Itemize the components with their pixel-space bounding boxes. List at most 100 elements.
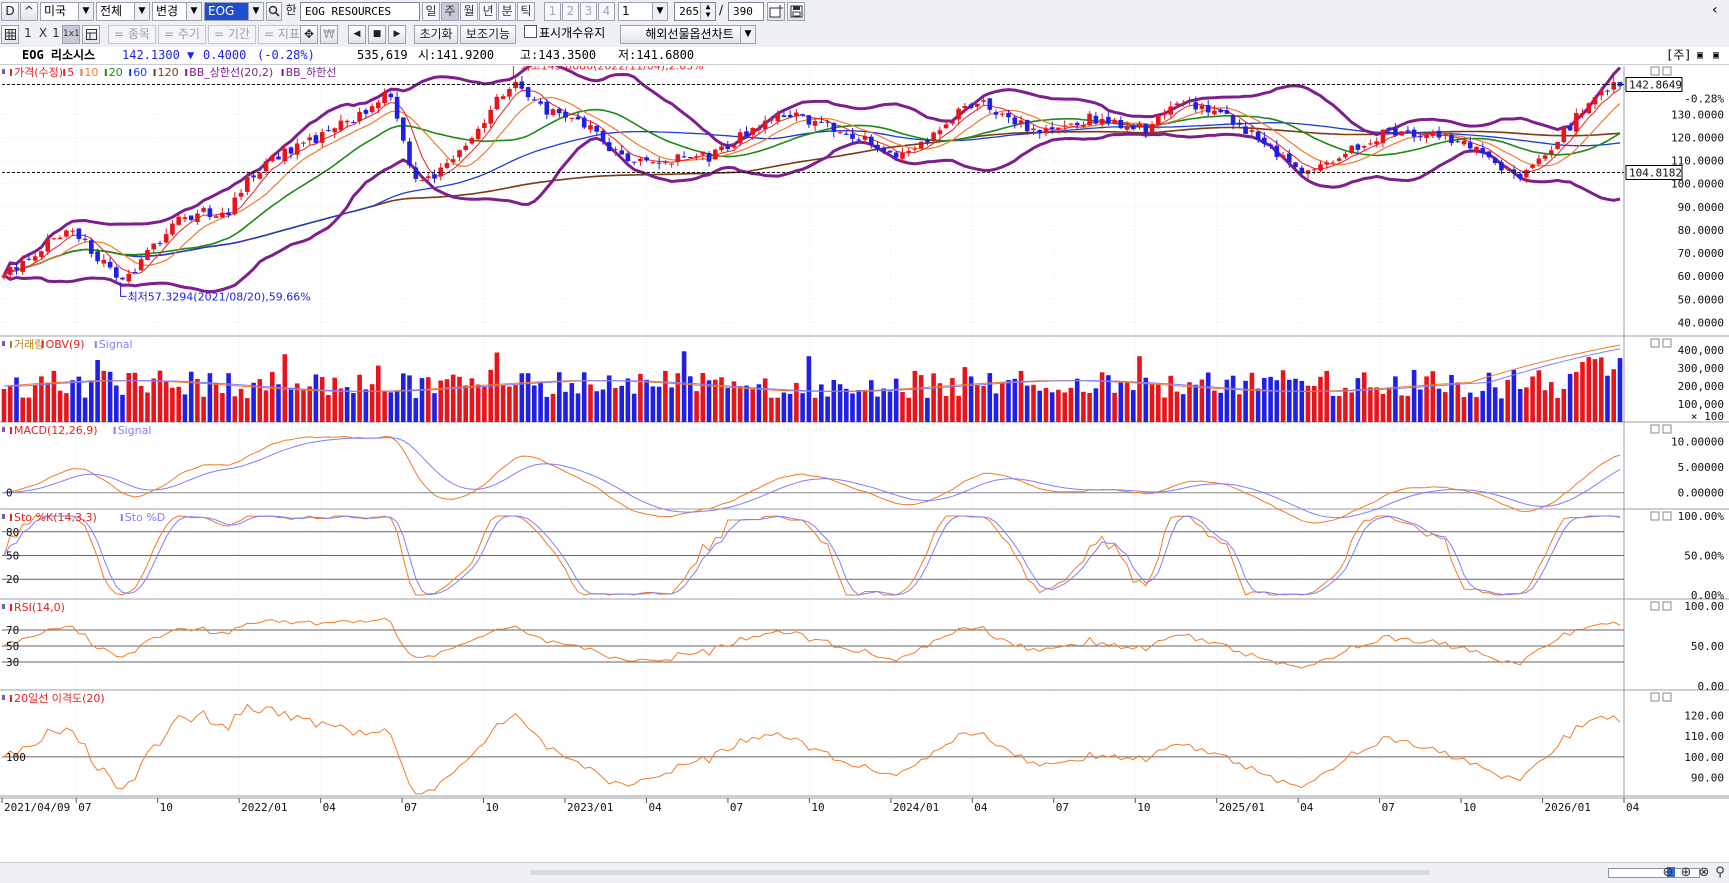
layout-1-button[interactable]: 1: [21, 25, 35, 44]
close-panel-icon[interactable]: ▣: [1713, 50, 1720, 61]
scroll-right-button[interactable]: ▶: [388, 25, 406, 44]
grid-layout-button[interactable]: [1, 25, 19, 44]
candle-body: [1230, 115, 1236, 125]
volume-bar: [1555, 398, 1560, 422]
total-bars-field[interactable]: 390: [728, 2, 764, 21]
candle-body: [569, 117, 575, 119]
volume-bar: [875, 396, 880, 422]
period-year-tab[interactable]: 년: [479, 2, 497, 21]
stochastic-panel: [2, 515, 1624, 596]
table-view-button[interactable]: [82, 25, 100, 44]
assist-button[interactable]: 보조기능: [460, 25, 516, 44]
change-select[interactable]: 변경 ▼: [152, 2, 202, 21]
candle-body: [376, 102, 381, 109]
count-2-button[interactable]: 2: [562, 2, 579, 21]
legend-swatch: [120, 514, 123, 521]
scroll-up-button[interactable]: ^: [20, 2, 38, 21]
volume-bar: [569, 383, 575, 422]
restore-window-icon[interactable]: ▣: [1697, 50, 1704, 61]
volume-bar: [432, 393, 437, 422]
volume-bar: [631, 393, 637, 422]
count-1-button[interactable]: 1: [544, 2, 561, 21]
volume-bar: [26, 397, 32, 422]
sto-tick-label: 50.00%: [1684, 550, 1724, 563]
volume-bar: [656, 386, 662, 422]
market-value: 미국: [44, 4, 67, 18]
volume-bar: [263, 390, 269, 422]
zoom-reset-icon[interactable]: ⊗: [1698, 865, 1710, 880]
zoom-slider[interactable]: [1608, 867, 1700, 878]
volume-bar: [45, 382, 50, 422]
futures-chart-select[interactable]: 해외선물옵션차트 ▼: [620, 25, 756, 44]
volume-bar: [638, 373, 643, 422]
period-month-tab[interactable]: 월: [460, 2, 478, 21]
period-tick-tab[interactable]: 틱: [517, 2, 535, 21]
volume-bar: [1043, 388, 1049, 422]
scroll-left-button[interactable]: ◀: [348, 25, 366, 44]
volume-bar: [1268, 376, 1273, 422]
candle-body: [1611, 82, 1616, 90]
count-3-button[interactable]: 3: [580, 2, 597, 21]
candle-body: [1180, 103, 1186, 105]
annotations: 최고145.8686(2022/11/04),2.63% 최저57.3294(20…: [120, 66, 704, 303]
horizontal-scrollbar[interactable]: [530, 870, 1430, 875]
low-price: 저:141.6800: [618, 48, 695, 62]
candle-body: [538, 101, 543, 104]
layout-1x1-button[interactable]: 1x1: [62, 25, 80, 44]
volume-bar: [138, 386, 144, 422]
layout-x-button[interactable]: X: [36, 25, 50, 44]
stock-chart[interactable]: 130.0000 120.0000 110.0000 100.0000 90.0000 8…: [0, 66, 1729, 862]
volume-bar: [981, 386, 986, 422]
stock-name-field[interactable]: EOG RESOURCES: [300, 2, 420, 21]
ticker-input[interactable]: EOG ▼: [204, 2, 264, 21]
zoom-in-icon[interactable]: ⊕: [1680, 865, 1692, 880]
layout-1b-button[interactable]: 1: [50, 25, 62, 44]
korean-name-button[interactable]: 한: [283, 2, 299, 21]
candle-body: [787, 114, 793, 118]
period-label: 년: [482, 4, 494, 18]
move-button[interactable]: ✥: [300, 25, 318, 44]
candle-body: [114, 267, 119, 278]
search-button[interactable]: [266, 2, 282, 21]
keep-count-checkbox[interactable]: 표시개수유지: [524, 25, 614, 44]
zoom-slider-thumb[interactable]: [1667, 867, 1675, 877]
visible-bars-input[interactable]: 265 ▲ ▼: [674, 2, 716, 21]
reset-button[interactable]: 초기화: [414, 25, 458, 44]
candle-body: [625, 153, 631, 161]
stop-button[interactable]: ■: [368, 25, 386, 44]
volume-bar: [1018, 370, 1024, 422]
collapse-icon[interactable]: ‹: [1712, 2, 1718, 18]
period-day-tab[interactable]: 일: [422, 2, 440, 21]
candle-body: [1000, 113, 1005, 115]
volume-tick-label: 300,000: [1678, 362, 1724, 375]
volume-bar: [288, 387, 294, 422]
screen-toggle-button[interactable]: D: [1, 2, 19, 21]
x-tick-label: 07: [404, 801, 417, 814]
period-minute-tab[interactable]: 분: [498, 2, 516, 21]
currency-button[interactable]: ₩: [320, 25, 338, 44]
save-button[interactable]: [787, 2, 805, 21]
spin-icon[interactable]: ▲ ▼: [700, 3, 715, 20]
volume-bar: [1336, 396, 1342, 422]
link-period-button[interactable]: = 주기: [158, 25, 206, 44]
volume-bar: [369, 384, 375, 422]
macd-line: [3, 435, 1621, 524]
count-4-button[interactable]: 4: [598, 2, 615, 21]
new-window-button[interactable]: [767, 2, 785, 21]
candle-body: [1043, 128, 1049, 134]
panel-close-icon: [1662, 692, 1672, 702]
interval-select[interactable]: 1 ▼: [618, 2, 668, 21]
zoom-out-icon[interactable]: ⊖: [1662, 865, 1674, 880]
volume-bar: [326, 395, 331, 422]
volume-bar: [344, 387, 350, 422]
candle-body: [1062, 125, 1067, 127]
link-symbol-button[interactable]: = 종목: [108, 25, 156, 44]
link-indicator-button[interactable]: = 지표: [258, 25, 306, 44]
market-select[interactable]: 미국 ▼: [40, 2, 94, 21]
link-range-button[interactable]: = 기간: [208, 25, 256, 44]
candle-body: [388, 93, 394, 98]
period-week-tab[interactable]: 주: [441, 2, 459, 21]
scope-select[interactable]: 전체 ▼: [96, 2, 150, 21]
zoom-fit-icon[interactable]: ⚲: [1715, 865, 1725, 880]
volume-bar: [1361, 372, 1367, 422]
